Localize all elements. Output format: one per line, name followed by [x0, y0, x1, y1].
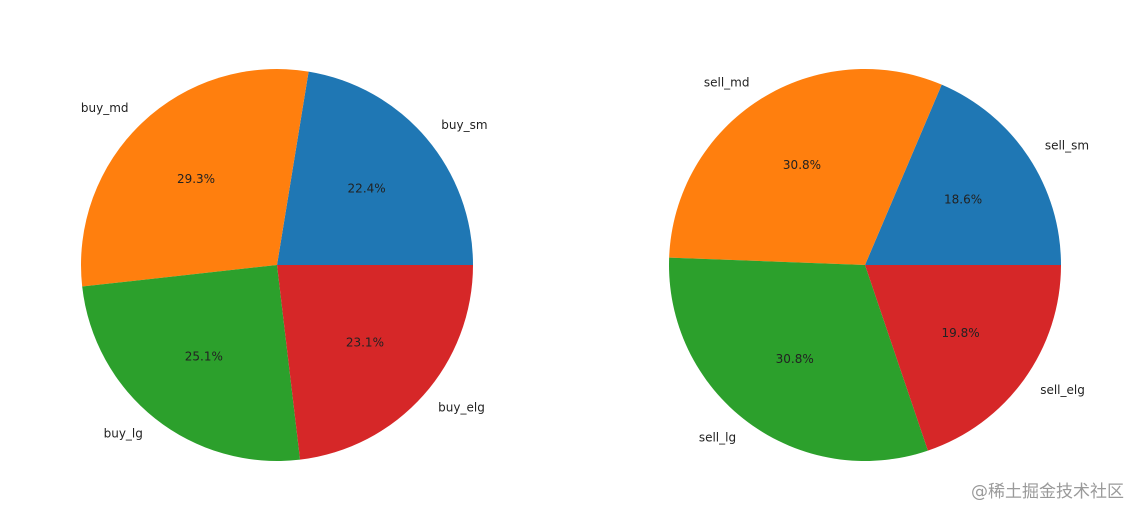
percent-label: 30.8% — [783, 158, 821, 172]
slice-label: buy_md — [81, 101, 129, 115]
slice-label: sell_md — [704, 75, 750, 89]
percent-label: 18.6% — [944, 193, 982, 207]
pie-slice — [669, 257, 928, 461]
watermark: @稀土掘金技术社区 — [971, 482, 1124, 502]
pie-slice — [669, 69, 942, 265]
slice-label: buy_elg — [438, 401, 485, 415]
pie-slice — [277, 265, 473, 460]
percent-label: 30.8% — [776, 352, 814, 366]
pie-slice — [82, 265, 301, 461]
pie-slice — [865, 265, 1061, 451]
pie-chart: buy_sm 22.4% buy_md 29.3% buy_lg 25.1% buy_elg… — [81, 68, 488, 461]
slice-label: sell_sm — [1045, 139, 1089, 153]
pie-slice — [81, 68, 309, 287]
percent-label: 23.1% — [346, 336, 384, 350]
percent-label: 19.8% — [942, 326, 980, 340]
slice-label: buy_sm — [441, 118, 487, 132]
slice-label: buy_lg — [104, 426, 143, 440]
pie-slice — [277, 71, 473, 265]
slice-label: sell_lg — [699, 430, 736, 444]
percent-label: 25.1% — [185, 350, 223, 364]
pie-slice — [865, 84, 1061, 266]
percent-label: 29.3% — [177, 172, 215, 186]
pie-chart: sell_sm 18.6% sell_md 30.8% sell_lg 30.8% sell… — [669, 69, 1089, 461]
slice-label: sell_elg — [1040, 383, 1085, 397]
percent-label: 22.4% — [348, 181, 386, 195]
